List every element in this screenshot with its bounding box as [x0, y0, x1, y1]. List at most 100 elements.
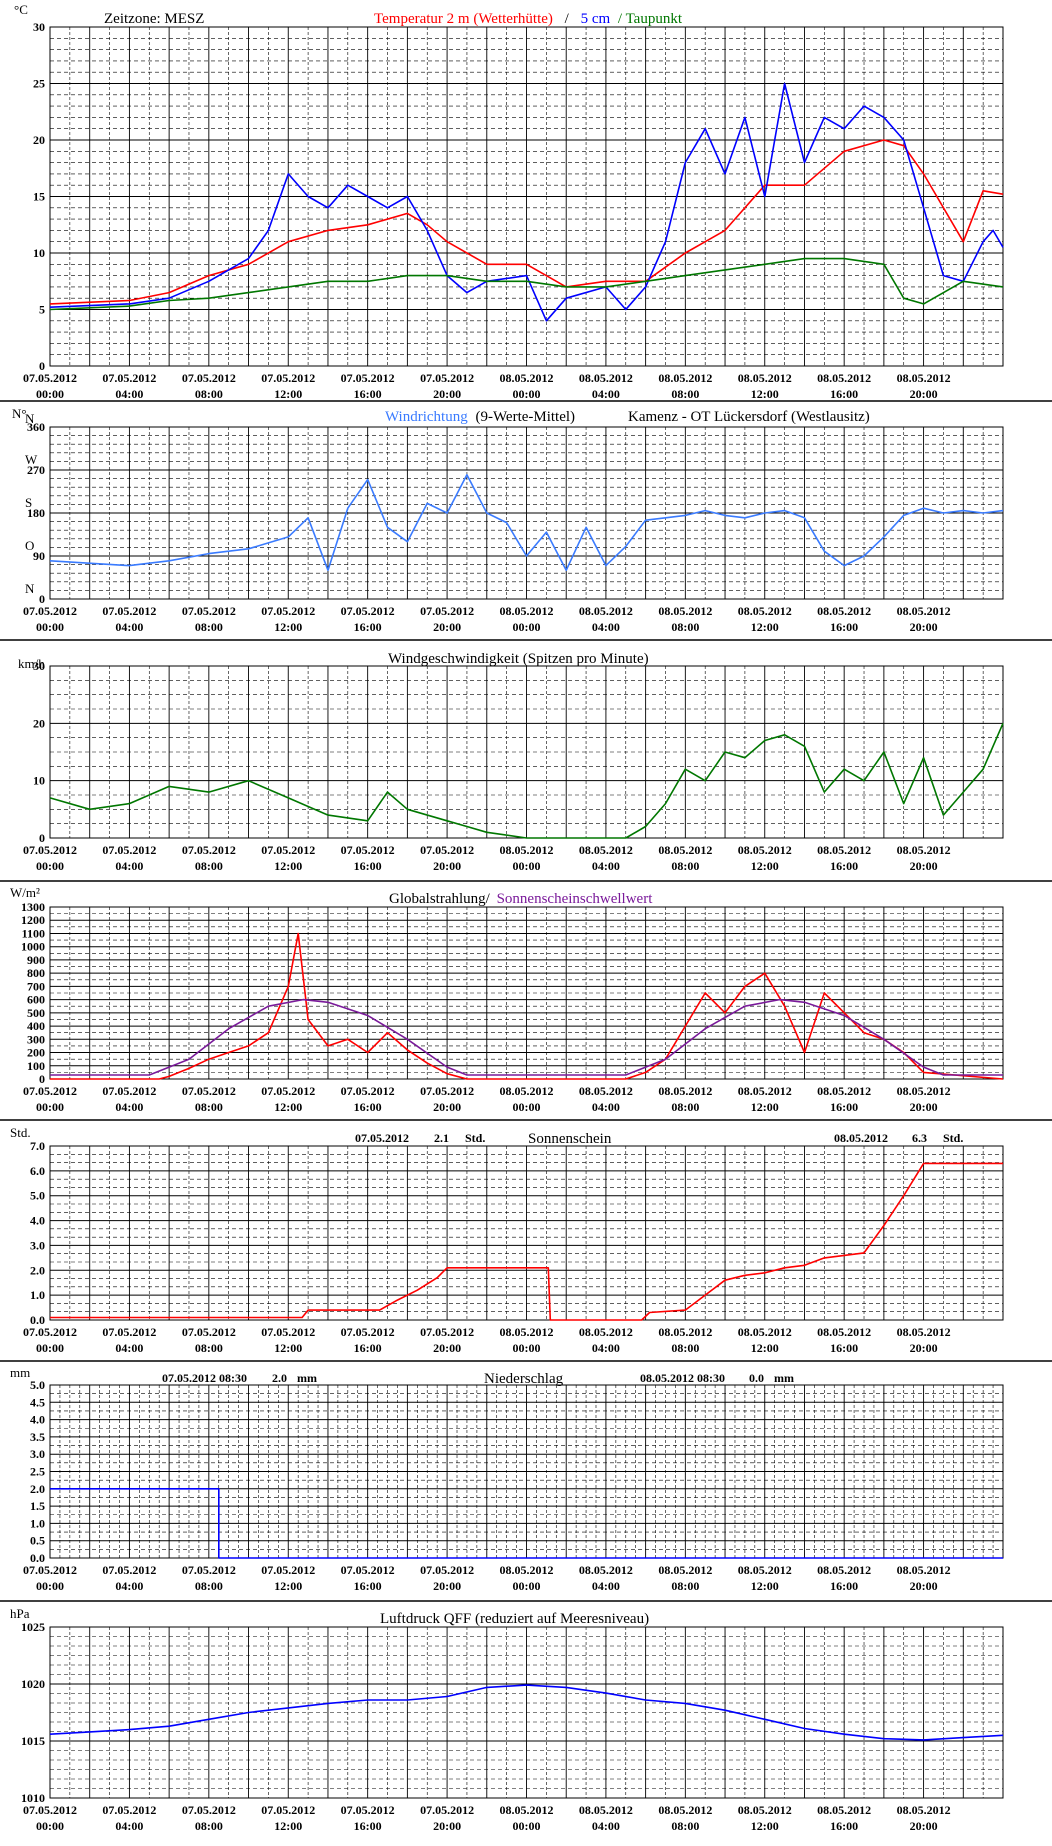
x-time-label: 04:00 [115, 859, 143, 873]
series-line [49, 257, 1004, 311]
y-tick-label: 20 [33, 716, 45, 730]
windspeed-series [49, 722, 1004, 839]
panel-wind-speed: km/h Windgeschwindigkeit (Spitzen pro Mi… [18, 651, 1004, 873]
x-time-label: 12:00 [751, 620, 779, 634]
x-date-label: 08.05.2012 [897, 1563, 951, 1577]
x-time-label: 20:00 [910, 620, 938, 634]
y-tick-label: 400 [27, 1019, 45, 1033]
x-date-label: 07.05.2012 [182, 843, 236, 857]
temp-title-red: Temperatur 2 m (Wetterhütte) [374, 11, 553, 27]
x-date-label: 07.05.2012 [420, 1563, 474, 1577]
x-time-label: 16:00 [354, 1100, 382, 1114]
panel-pressure: hPa Luftdruck QFF (reduziert auf Meeresn… [10, 1606, 1004, 1833]
x-time-label: 04:00 [592, 1579, 620, 1593]
sunshine-day2-unit: Std. [943, 1131, 963, 1145]
y-tick-label: 20 [33, 133, 45, 147]
y-tick-label: 1.0 [30, 1516, 45, 1530]
precip-x-axis: 07.05.2012 00:00 07.05.2012 04:00 07.05.2012… [23, 1563, 951, 1593]
x-time-label: 08:00 [671, 1579, 699, 1593]
y-tick-label: 2.5 [30, 1465, 45, 1479]
x-date-label: 07.05.2012 [102, 1325, 156, 1339]
y-tick-label: 10 [33, 246, 45, 260]
y-tick-label: 0.0 [30, 1313, 45, 1327]
x-time-label: 12:00 [274, 1819, 302, 1833]
y-tick-label: 0 [39, 1072, 45, 1086]
series-line [49, 82, 1004, 322]
x-time-label: 00:00 [513, 387, 541, 401]
x-date-label: 07.05.2012 [261, 1803, 315, 1817]
x-date-label: 07.05.2012 [182, 371, 236, 385]
temp-title-left: Zeitzone: MESZ [104, 11, 204, 27]
temp-grid [49, 26, 1004, 367]
y-tick-label: 0 [39, 831, 45, 845]
pressure-grid [49, 1626, 1004, 1799]
x-time-label: 00:00 [36, 1341, 64, 1355]
x-date-label: 07.05.2012 [102, 1563, 156, 1577]
x-time-label: 12:00 [751, 1100, 779, 1114]
y-tick-label: 1200 [21, 913, 45, 927]
pressure-x-axis: 07.05.2012 00:00 07.05.2012 04:00 07.05.2012… [23, 1803, 951, 1833]
x-date-label: 07.05.2012 [102, 604, 156, 618]
x-time-label: 20:00 [910, 1579, 938, 1593]
panel-wind-direction: N° Windrichtung (9-Werte-Mittel) Kamenz … [12, 406, 1004, 634]
x-date-label: 08.05.2012 [738, 1803, 792, 1817]
y-tick-label: 3.0 [30, 1447, 45, 1461]
y-tick-label: 360 [27, 420, 45, 434]
x-date-label: 07.05.2012 [261, 1325, 315, 1339]
x-date-label: 08.05.2012 [897, 1803, 951, 1817]
x-date-label: 07.05.2012 [341, 1803, 395, 1817]
precip-day1-unit: mm [297, 1371, 317, 1385]
temp-series [49, 82, 1004, 322]
compass-label: S [25, 495, 32, 510]
x-time-label: 16:00 [354, 1341, 382, 1355]
radiation-series [50, 932, 1004, 1080]
x-time-label: 12:00 [274, 387, 302, 401]
x-date-label: 07.05.2012 [420, 1325, 474, 1339]
x-date-label: 08.05.2012 [500, 1563, 554, 1577]
y-tick-label: 5.0 [30, 1189, 45, 1203]
y-tick-label: 1000 [21, 940, 45, 954]
x-time-label: 16:00 [830, 1100, 858, 1114]
x-time-label: 12:00 [274, 620, 302, 634]
y-tick-label: 600 [27, 993, 45, 1007]
x-date-label: 07.05.2012 [23, 1084, 77, 1098]
x-date-label: 07.05.2012 [341, 1563, 395, 1577]
y-tick-label: 25 [33, 77, 45, 91]
y-tick-label: 5 [39, 303, 45, 317]
precip-day1-value: 2.0 [272, 1371, 287, 1385]
x-date-label: 08.05.2012 [579, 1325, 633, 1339]
y-tick-label: 1010 [21, 1791, 45, 1805]
x-date-label: 08.05.2012 [658, 843, 712, 857]
y-tick-label: 900 [27, 953, 45, 967]
x-time-label: 20:00 [433, 859, 461, 873]
x-date-label: 08.05.2012 [579, 1803, 633, 1817]
x-date-label: 07.05.2012 [102, 1084, 156, 1098]
winddir-title: Windrichtung (9-Werte-Mittel) [385, 409, 575, 425]
temp-title-sep: / [565, 11, 570, 27]
series-line [49, 474, 1004, 572]
y-tick-label: 6.0 [30, 1164, 45, 1178]
x-time-label: 20:00 [433, 387, 461, 401]
x-date-label: 08.05.2012 [897, 371, 951, 385]
x-date-label: 07.05.2012 [102, 843, 156, 857]
y-tick-label: 7.0 [30, 1139, 45, 1153]
precip-unit: mm [10, 1365, 30, 1380]
x-time-label: 00:00 [513, 859, 541, 873]
x-time-label: 20:00 [910, 1819, 938, 1833]
radiation-unit: W/m² [10, 885, 40, 900]
x-time-label: 16:00 [830, 859, 858, 873]
x-date-label: 08.05.2012 [500, 371, 554, 385]
x-date-label: 08.05.2012 [897, 1084, 951, 1098]
precip-day2-value: 0.0 [749, 1371, 764, 1385]
x-date-label: 07.05.2012 [261, 604, 315, 618]
x-time-label: 16:00 [830, 1579, 858, 1593]
x-time-label: 04:00 [592, 387, 620, 401]
series-line [50, 998, 1003, 1076]
pressure-title: Luftdruck QFF (reduziert auf Meeresnivea… [380, 1611, 649, 1627]
x-date-label: 08.05.2012 [817, 1803, 871, 1817]
x-time-label: 12:00 [751, 387, 779, 401]
x-date-label: 07.05.2012 [420, 604, 474, 618]
winddir-station: Kamenz - OT Lückersdorf (Westlausitz) [628, 409, 870, 425]
